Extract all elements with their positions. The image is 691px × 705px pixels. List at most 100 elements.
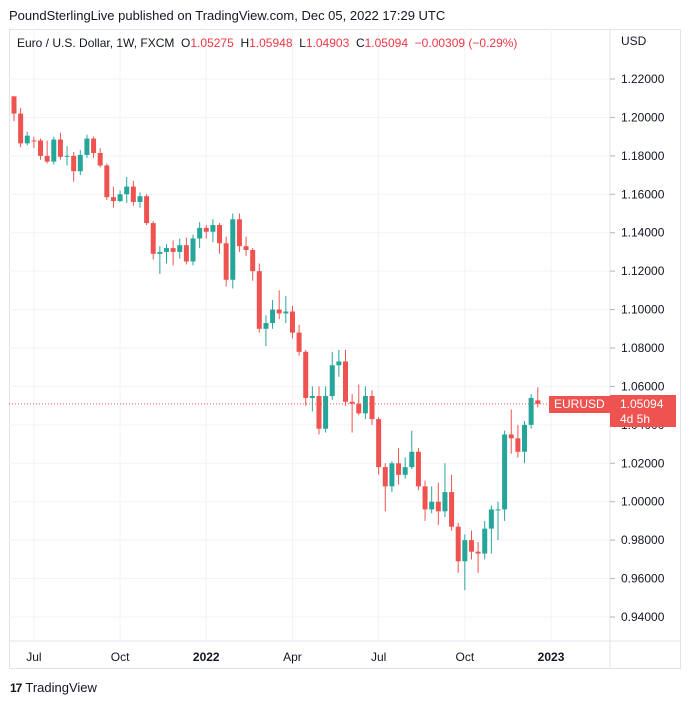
candle[interactable] (502, 430, 508, 521)
candle[interactable] (389, 461, 395, 493)
candle[interactable] (289, 305, 295, 339)
candle-body (124, 186, 130, 195)
candle[interactable] (329, 351, 335, 400)
footer-brand[interactable]: 17 TradingView (10, 680, 97, 695)
candle[interactable] (57, 132, 63, 160)
candle[interactable] (515, 424, 521, 458)
candle-body (250, 250, 256, 272)
candle[interactable] (11, 96, 17, 122)
price-tick-label: 1.00000 (621, 495, 665, 509)
candle[interactable] (104, 163, 110, 201)
candle[interactable] (276, 290, 282, 320)
candle[interactable] (283, 296, 289, 324)
candle[interactable] (144, 194, 150, 226)
candle[interactable] (455, 522, 461, 573)
candle[interactable] (528, 394, 534, 429)
candle[interactable] (270, 299, 276, 329)
candle[interactable] (124, 176, 130, 203)
candle[interactable] (402, 457, 408, 479)
candle-body (57, 139, 63, 157)
candle-body (71, 155, 77, 172)
candle[interactable] (217, 223, 223, 254)
candle[interactable] (51, 136, 57, 165)
candle[interactable] (177, 238, 183, 259)
candle[interactable] (197, 222, 203, 249)
candle[interactable] (415, 447, 421, 491)
candle[interactable] (38, 138, 44, 160)
candle[interactable] (91, 136, 97, 158)
candle[interactable] (183, 237, 189, 265)
candle[interactable] (223, 236, 229, 287)
candle[interactable] (157, 246, 163, 275)
candle[interactable] (336, 349, 342, 377)
candle[interactable] (137, 192, 143, 208)
candle[interactable] (296, 324, 302, 356)
candle-body (455, 526, 461, 562)
currency-label[interactable]: USD (621, 34, 647, 48)
candle-body (91, 138, 97, 153)
candle[interactable] (163, 244, 169, 264)
candle[interactable] (309, 386, 315, 412)
candle[interactable] (150, 221, 156, 260)
candle[interactable] (263, 315, 269, 347)
open-value: 1.05275 (190, 36, 234, 50)
candle-body (163, 248, 169, 252)
candle[interactable] (64, 146, 70, 166)
candle[interactable] (130, 180, 136, 206)
candle-body (190, 238, 196, 262)
candle[interactable] (495, 501, 501, 541)
candle[interactable] (190, 234, 196, 266)
candle[interactable] (356, 384, 362, 416)
candle[interactable] (84, 134, 90, 158)
candle[interactable] (97, 148, 103, 168)
candle[interactable] (535, 387, 541, 408)
candle[interactable] (323, 386, 329, 433)
candle-body (24, 135, 30, 144)
candle[interactable] (482, 520, 488, 560)
candle[interactable] (468, 530, 474, 560)
candle[interactable] (236, 213, 242, 252)
candle[interactable] (475, 542, 481, 573)
candle[interactable] (117, 190, 123, 202)
candle[interactable] (44, 140, 50, 164)
candle[interactable] (376, 417, 382, 475)
candle-body (283, 311, 289, 314)
candle[interactable] (422, 480, 428, 521)
candle[interactable] (316, 386, 322, 435)
candle[interactable] (250, 248, 256, 281)
candle[interactable] (110, 186, 116, 208)
candle[interactable] (522, 421, 528, 464)
candle[interactable] (343, 349, 348, 406)
candle[interactable] (230, 213, 236, 289)
candle[interactable] (369, 390, 375, 425)
time-tick-label: Jul (26, 650, 41, 664)
candle[interactable] (203, 225, 209, 239)
candle[interactable] (442, 463, 448, 518)
candle-body (177, 245, 183, 252)
candle-body (475, 551, 481, 554)
candle[interactable] (396, 447, 402, 485)
candle[interactable] (256, 263, 262, 333)
candle[interactable] (435, 482, 441, 525)
candle[interactable] (349, 394, 355, 433)
candle[interactable] (170, 240, 176, 266)
candle[interactable] (488, 505, 494, 554)
candle[interactable] (362, 386, 368, 420)
candle[interactable] (77, 150, 83, 176)
candle[interactable] (449, 474, 455, 531)
candle[interactable] (409, 430, 415, 470)
candle[interactable] (243, 236, 249, 256)
last-price-box: 1.05094 4d 5h (610, 395, 676, 427)
candle[interactable] (508, 409, 514, 454)
change-value: −0.00309 (−0.29%) (414, 36, 518, 50)
candle[interactable] (303, 349, 309, 406)
candle[interactable] (18, 107, 24, 148)
candle[interactable] (210, 219, 216, 243)
candle[interactable] (31, 136, 37, 149)
candle[interactable] (462, 534, 468, 591)
candle[interactable] (429, 486, 435, 514)
candle[interactable] (382, 463, 388, 512)
candle[interactable] (71, 152, 77, 182)
candle[interactable] (24, 131, 30, 146)
